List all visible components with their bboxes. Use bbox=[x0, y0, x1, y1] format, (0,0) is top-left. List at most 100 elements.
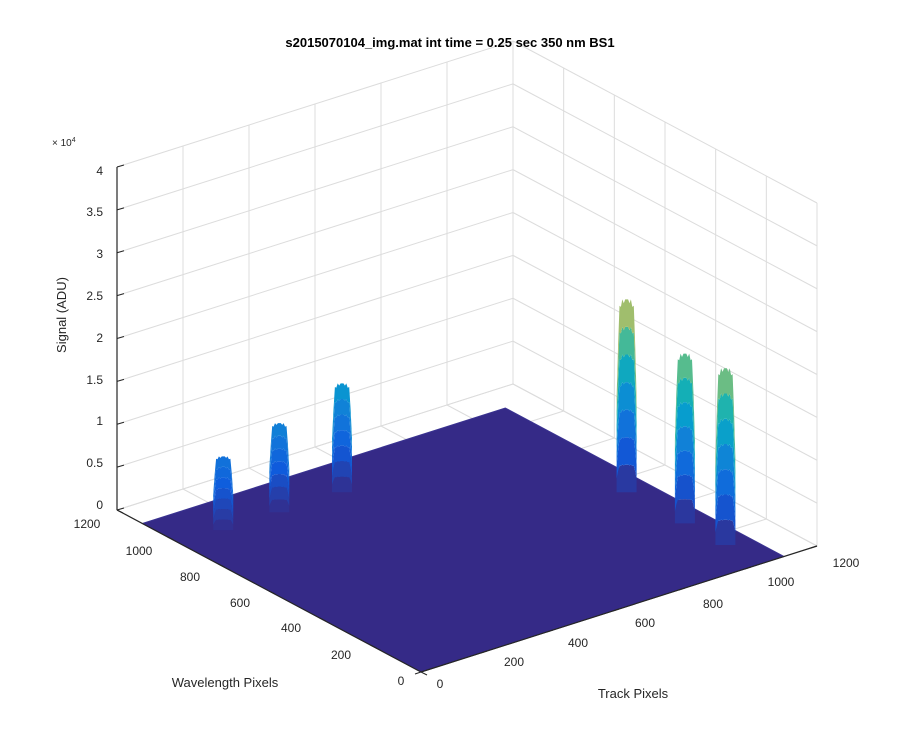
peak-band bbox=[332, 476, 352, 493]
z-tick bbox=[116, 464, 125, 468]
peak-band bbox=[674, 402, 695, 476]
gridline bbox=[116, 383, 514, 511]
peak-band bbox=[269, 461, 290, 494]
y-tick-label: 0 bbox=[398, 674, 405, 688]
x-tick bbox=[678, 587, 686, 591]
y-tick bbox=[218, 563, 225, 568]
peak-band bbox=[269, 474, 290, 500]
z-tick bbox=[116, 293, 125, 297]
x-tick bbox=[810, 545, 818, 549]
chart-title: s2015070104_img.mat int time = 0.25 sec … bbox=[285, 35, 615, 50]
y-tick bbox=[319, 617, 326, 622]
peak-band bbox=[269, 499, 290, 513]
peak-band bbox=[715, 418, 736, 496]
peak-band bbox=[674, 426, 695, 488]
x-axis-label: Track Pixels bbox=[598, 686, 669, 701]
z-tick-label: 1 bbox=[96, 414, 103, 428]
peak-band bbox=[269, 423, 290, 475]
x-tick bbox=[612, 608, 620, 612]
z-tick-label: 2.5 bbox=[86, 289, 103, 303]
y-tick-label: 600 bbox=[230, 596, 250, 610]
peak-band bbox=[616, 326, 637, 425]
y-tick-label: 1200 bbox=[74, 517, 101, 531]
peak-band bbox=[332, 383, 352, 447]
axis-lines bbox=[116, 164, 818, 676]
z-tick bbox=[116, 336, 125, 339]
peak-band bbox=[674, 377, 695, 464]
peak-band bbox=[616, 354, 637, 439]
x-tick-label: 0 bbox=[437, 677, 444, 691]
peak-band bbox=[213, 456, 234, 500]
z-tick-label: 0.5 bbox=[86, 456, 103, 470]
signal-peak bbox=[269, 423, 290, 513]
peak-band bbox=[332, 430, 352, 470]
peak-band bbox=[715, 494, 736, 533]
z-tick bbox=[116, 250, 125, 254]
y-tick-label: 400 bbox=[281, 621, 301, 635]
peak-band bbox=[674, 474, 695, 512]
peak-band bbox=[269, 486, 290, 506]
y-tick bbox=[268, 590, 276, 595]
peak-band bbox=[616, 382, 637, 452]
z-tick bbox=[116, 207, 125, 211]
signal-peak bbox=[715, 368, 736, 545]
peak-band bbox=[616, 437, 637, 479]
x-tick-label: 1200 bbox=[833, 556, 860, 570]
y-tick-label: 1000 bbox=[126, 544, 153, 558]
peak-band bbox=[616, 464, 637, 493]
x-tick-label: 800 bbox=[703, 597, 723, 611]
peak-band bbox=[674, 450, 695, 500]
peak-band bbox=[213, 498, 234, 520]
y-axis-label: Wavelength Pixels bbox=[172, 675, 279, 690]
z-exponent-label: × 104 bbox=[52, 137, 76, 149]
signal-peak bbox=[616, 299, 637, 493]
z-tick bbox=[116, 378, 125, 382]
peak-band bbox=[715, 368, 736, 471]
track-tick-labels: 0 200 400 600 800 1000 1200 bbox=[437, 556, 860, 691]
z-tick bbox=[116, 507, 125, 511]
z-tick bbox=[116, 164, 125, 168]
wavelength-tick-labels: 0 200 400 600 800 1000 1200 bbox=[74, 517, 405, 688]
peak-band bbox=[213, 466, 234, 505]
peak-band bbox=[213, 509, 234, 525]
surface-plot-area bbox=[141, 299, 786, 673]
x-tick-label: 1000 bbox=[768, 575, 795, 589]
gridline bbox=[512, 383, 818, 547]
y-tick-label: 800 bbox=[180, 570, 200, 584]
z-tick-label: 0 bbox=[96, 498, 103, 512]
peak-band bbox=[715, 444, 736, 508]
peak-band bbox=[616, 409, 637, 466]
x-tick bbox=[546, 629, 554, 633]
y-tick bbox=[116, 509, 124, 514]
peak-band bbox=[332, 399, 352, 455]
x-tick-label: 200 bbox=[504, 655, 524, 669]
peak-band bbox=[213, 477, 234, 510]
signal-peak bbox=[332, 383, 352, 493]
y-tick bbox=[167, 536, 174, 541]
z-tick-label: 4 bbox=[96, 164, 103, 178]
z-tick-label: 3 bbox=[96, 247, 103, 261]
peak-band bbox=[616, 299, 637, 412]
z-tick-label: 3.5 bbox=[86, 205, 103, 219]
peak-band bbox=[674, 499, 695, 524]
signal-peak bbox=[213, 456, 234, 531]
z-axis-label: Signal (ADU) bbox=[54, 277, 69, 353]
peak-band bbox=[213, 519, 234, 531]
peak-band bbox=[715, 469, 736, 521]
x-tick bbox=[744, 566, 752, 570]
x-tick bbox=[414, 671, 422, 675]
z-tick bbox=[116, 421, 125, 425]
x-tick-label: 400 bbox=[568, 636, 588, 650]
y-tick-label: 200 bbox=[331, 648, 351, 662]
peak-band bbox=[332, 445, 352, 478]
y-tick bbox=[370, 644, 377, 649]
signal-peak bbox=[674, 353, 695, 524]
peak-band bbox=[213, 488, 234, 515]
z-tick-label: 2 bbox=[96, 331, 103, 345]
x-tick-label: 600 bbox=[635, 616, 655, 630]
x-tick bbox=[480, 650, 488, 654]
z-tick-labels: 0 0.5 1 1.5 2 2.5 3 3.5 4 bbox=[86, 164, 103, 512]
peak-band bbox=[269, 448, 290, 488]
peak-band bbox=[715, 519, 736, 545]
peak-band bbox=[674, 353, 695, 452]
